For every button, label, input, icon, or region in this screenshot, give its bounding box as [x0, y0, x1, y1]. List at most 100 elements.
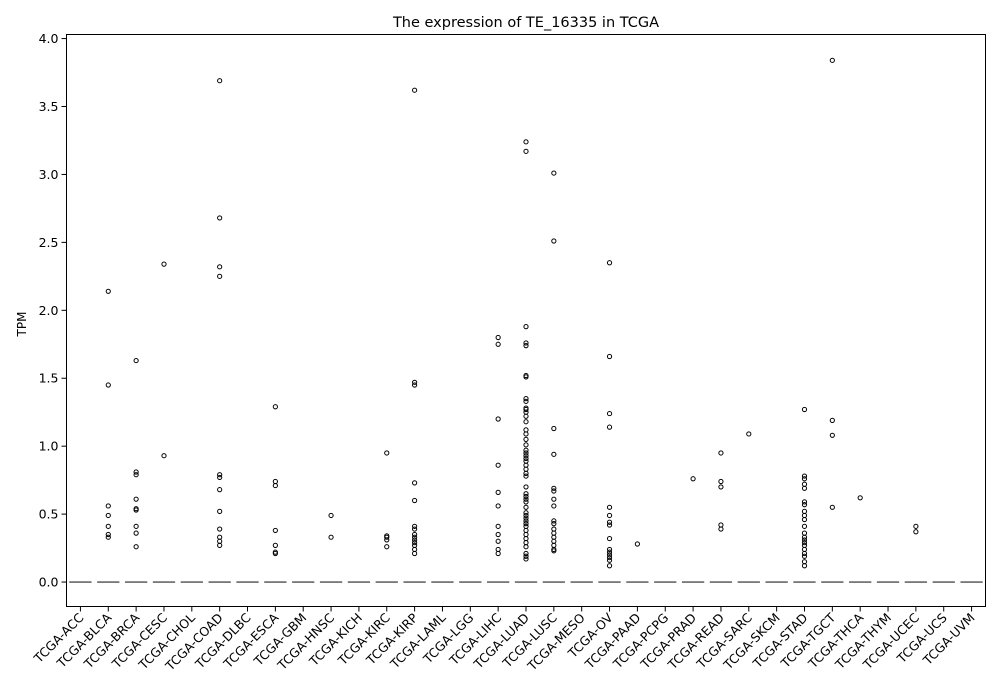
outlier-point: [412, 546, 418, 553]
outlier-point: [523, 470, 529, 476]
outlier-point: [133, 472, 139, 478]
outlier-point: [523, 453, 529, 459]
outlier-point: [412, 531, 418, 538]
outlier-point: [801, 485, 808, 491]
y-tick-label: 3.0: [39, 167, 59, 182]
outlier-point: [551, 488, 557, 494]
y-axis-label: TPM: [15, 312, 29, 338]
outlier-point: [718, 450, 724, 456]
y-tick-label: 1.0: [39, 439, 59, 454]
outlier-point: [634, 541, 640, 547]
outlier-point: [105, 523, 111, 529]
outlier-point: [523, 324, 529, 330]
outlier-point: [523, 550, 529, 557]
outlier-point: [217, 78, 223, 84]
outlier-point: [551, 485, 557, 491]
outlier-point: [523, 374, 529, 380]
outlier-point: [495, 489, 501, 495]
outlier-point: [105, 288, 111, 294]
outlier-point: [718, 522, 724, 528]
outlier-point: [412, 550, 418, 557]
outlier-point: [801, 523, 808, 529]
outlier-point: [217, 542, 223, 548]
outlier-point: [133, 507, 139, 513]
outlier-point: [606, 260, 613, 266]
outlier-point: [412, 542, 418, 548]
outlier-point: [328, 512, 334, 519]
outlier-point: [801, 534, 808, 540]
outlier-point: [523, 512, 529, 519]
outlier-point: [161, 261, 167, 267]
outlier-point: [829, 504, 835, 510]
outlier-point: [523, 535, 529, 542]
outlier-point: [523, 493, 529, 500]
outlier-point: [523, 436, 529, 442]
outlier-point: [133, 357, 139, 364]
outlier-point: [217, 508, 223, 514]
y-tick-label: 4.0: [39, 31, 59, 46]
outlier-point: [523, 499, 529, 505]
outlier-point: [523, 491, 529, 497]
outlier-point: [606, 504, 613, 510]
outlier-point: [801, 501, 808, 508]
outlier-point: [495, 503, 501, 509]
outlier-point: [857, 495, 863, 501]
outlier-point: [801, 546, 808, 553]
outlier-point: [606, 535, 613, 542]
plot-frame: [66, 34, 986, 607]
outlier-point: [133, 496, 139, 502]
outlier-point: [829, 57, 835, 63]
outlier-point: [105, 531, 111, 538]
outlier-point: [523, 340, 529, 346]
outlier-point: [801, 508, 808, 514]
outlier-point: [801, 542, 808, 548]
outlier-point: [523, 523, 529, 529]
outlier-point: [105, 534, 111, 540]
outlier-point: [217, 474, 223, 481]
outlier-point: [718, 484, 724, 490]
outlier-point: [495, 538, 501, 544]
y-tick-label: 2.5: [39, 235, 59, 250]
outlier-point: [217, 487, 223, 493]
outlier-point: [328, 534, 334, 540]
outlier-point: [105, 512, 111, 519]
outlier-point: [523, 409, 529, 415]
outlier-point: [801, 473, 808, 479]
outlier-point: [551, 548, 557, 554]
outlier-point: [272, 482, 278, 489]
outlier-point: [217, 273, 223, 279]
outlier-point: [523, 148, 529, 154]
outlier-point: [606, 554, 613, 561]
y-tick-label: 2.0: [39, 303, 59, 318]
outlier-point: [913, 529, 919, 535]
outlier-point: [523, 398, 529, 404]
outlier-point: [523, 466, 529, 472]
outlier-point: [606, 557, 613, 563]
outlier-point: [551, 238, 557, 244]
outlier-point: [495, 416, 501, 422]
outlier-point: [801, 550, 808, 557]
x-axis: TCGA-ACCTCGA-BLCATCGA-BRCATCGA-CESCTCGA-…: [30, 606, 978, 674]
outlier-point: [551, 542, 557, 548]
outlier-point: [523, 447, 529, 453]
outlier-point: [384, 450, 390, 456]
outlier-point: [801, 406, 808, 413]
outlier-point: [801, 476, 808, 482]
outlier-point: [495, 462, 501, 468]
chart-title: The expression of TE_16335 in TCGA: [392, 15, 659, 31]
outlier-point: [412, 537, 418, 543]
outlier-point: [801, 563, 808, 569]
outlier-point: [523, 540, 529, 546]
outlier-point: [551, 534, 557, 540]
outlier-point: [412, 497, 418, 504]
outlier-point: [412, 523, 418, 529]
outlier-point: [606, 512, 613, 519]
outlier-point: [495, 341, 501, 347]
y-tick-label: 0.0: [39, 575, 59, 590]
outlier-point: [523, 496, 529, 502]
outlier-point: [523, 419, 529, 425]
outlier-point: [523, 343, 529, 349]
outlier-point: [495, 334, 501, 341]
outlier-point: [523, 484, 529, 490]
outlier-point: [495, 531, 501, 538]
